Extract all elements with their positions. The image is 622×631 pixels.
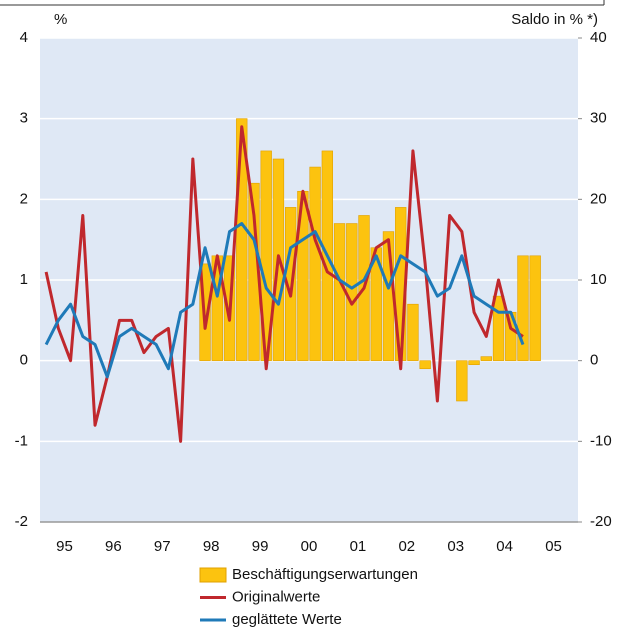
x-tick-label: 97 bbox=[154, 538, 171, 555]
y2-tick-label: 20 bbox=[590, 190, 607, 207]
y2-tick-label: 40 bbox=[590, 29, 607, 46]
y2-tick-label: -20 bbox=[590, 513, 612, 530]
bar bbox=[407, 303, 419, 361]
y-tick-label: 4 bbox=[20, 29, 28, 46]
y-axis-label: % bbox=[54, 11, 67, 28]
bar bbox=[456, 360, 468, 402]
bar bbox=[236, 118, 248, 361]
bar bbox=[333, 223, 346, 361]
x-tick-label: 04 bbox=[496, 538, 513, 555]
x-tick-label: 02 bbox=[398, 538, 415, 555]
y2-tick-label: -10 bbox=[590, 432, 612, 449]
bar bbox=[346, 223, 358, 361]
x-tick-label: 98 bbox=[203, 538, 220, 555]
bar bbox=[309, 166, 321, 361]
y-tick-label: 1 bbox=[20, 271, 28, 288]
y2-tick-label: 30 bbox=[590, 110, 607, 127]
bar bbox=[419, 360, 431, 370]
bar bbox=[517, 255, 529, 361]
bar bbox=[480, 356, 492, 361]
x-tick-label: 03 bbox=[447, 538, 464, 555]
x-tick-label: 01 bbox=[350, 538, 367, 555]
y2-axis-label: Saldo in % *) bbox=[511, 11, 598, 28]
legend-label: Beschäftigungserwartungen bbox=[232, 566, 418, 583]
y-tick-label: 0 bbox=[20, 352, 28, 369]
legend-swatch bbox=[199, 567, 227, 583]
bar bbox=[529, 255, 541, 361]
y2-tick-label: 10 bbox=[590, 271, 607, 288]
y2-tick-label: 0 bbox=[590, 352, 598, 369]
x-tick-label: 00 bbox=[301, 538, 318, 555]
x-tick-label: 96 bbox=[105, 538, 122, 555]
x-tick-label: 99 bbox=[252, 538, 269, 555]
line bbox=[44, 222, 525, 379]
x-tick-label: 95 bbox=[56, 538, 73, 555]
x-tick-label: 05 bbox=[545, 538, 562, 555]
legend-label: geglättete Werte bbox=[232, 611, 342, 628]
bar bbox=[468, 360, 480, 365]
y-tick-label: -2 bbox=[15, 513, 28, 530]
bar bbox=[492, 295, 505, 361]
y-tick-label: -1 bbox=[15, 432, 28, 449]
y-tick-label: 3 bbox=[20, 110, 28, 127]
legend-label: Originalwerte bbox=[232, 588, 320, 605]
y-tick-label: 2 bbox=[20, 190, 28, 207]
